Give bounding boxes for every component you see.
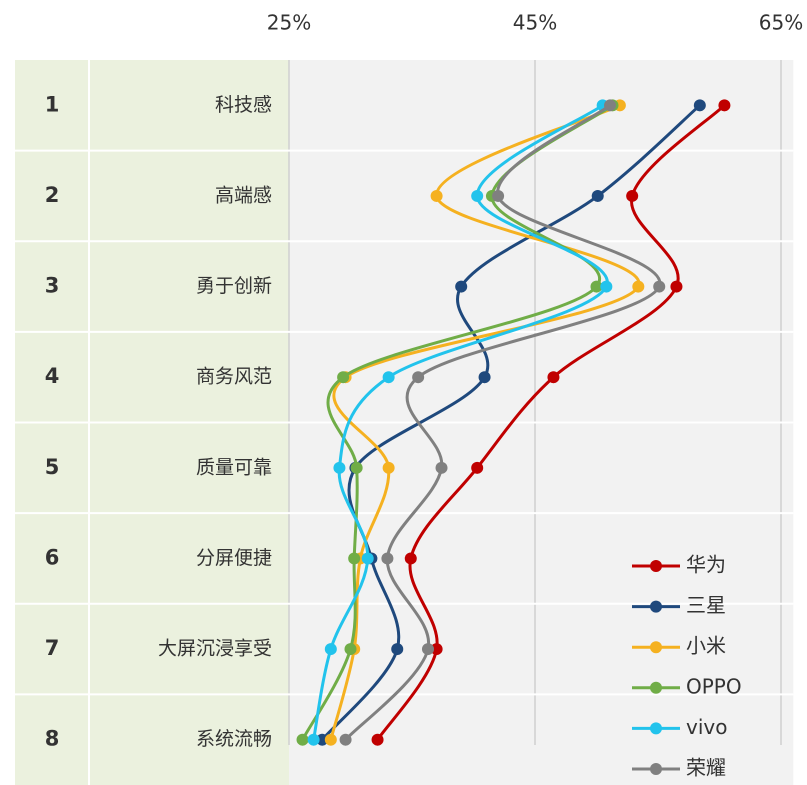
data-point bbox=[348, 552, 361, 565]
legend-marker bbox=[650, 681, 662, 694]
legend-label: OPPO bbox=[686, 674, 742, 698]
data-point bbox=[626, 189, 639, 202]
data-point bbox=[344, 643, 357, 656]
data-point bbox=[382, 371, 395, 384]
category-label: 系统流畅 bbox=[196, 728, 272, 750]
data-point bbox=[430, 643, 443, 656]
data-point bbox=[600, 280, 613, 293]
data-point bbox=[404, 552, 417, 565]
data-point bbox=[339, 733, 352, 746]
data-point bbox=[371, 733, 384, 746]
data-point bbox=[471, 461, 484, 474]
legend-label: 三星 bbox=[686, 593, 726, 617]
data-point bbox=[361, 552, 374, 565]
legend-marker bbox=[650, 600, 662, 613]
rank: 2 bbox=[45, 183, 60, 207]
legend-label: 小米 bbox=[686, 634, 726, 658]
rank: 6 bbox=[45, 545, 60, 569]
rank: 8 bbox=[45, 727, 60, 751]
data-point bbox=[324, 643, 337, 656]
data-point bbox=[382, 461, 395, 474]
category-label: 高端感 bbox=[215, 184, 272, 206]
data-point bbox=[421, 643, 434, 656]
data-point bbox=[478, 371, 491, 384]
legend-label: 荣耀 bbox=[686, 756, 726, 780]
data-point bbox=[412, 371, 425, 384]
legend-label: vivo bbox=[686, 715, 727, 739]
data-point bbox=[455, 280, 468, 293]
data-point bbox=[333, 461, 346, 474]
data-point bbox=[391, 643, 404, 656]
rank: 1 bbox=[45, 92, 60, 116]
rank: 7 bbox=[45, 636, 60, 660]
x-tick-label: 45% bbox=[513, 11, 557, 35]
data-point bbox=[604, 99, 617, 112]
data-point bbox=[316, 733, 329, 746]
data-point bbox=[693, 99, 706, 112]
data-point bbox=[296, 733, 309, 746]
data-point bbox=[492, 189, 505, 202]
data-point bbox=[435, 461, 448, 474]
data-point bbox=[653, 280, 666, 293]
legend-marker bbox=[650, 641, 662, 654]
data-point bbox=[350, 461, 363, 474]
legend-label: 华为 bbox=[686, 553, 726, 577]
rank: 5 bbox=[45, 455, 60, 479]
x-tick-label: 25% bbox=[267, 11, 311, 35]
rank: 3 bbox=[45, 274, 60, 298]
series-line bbox=[376, 104, 726, 741]
data-point bbox=[430, 189, 443, 202]
category-label: 大屏沉浸享受 bbox=[158, 638, 272, 660]
series-line bbox=[321, 104, 701, 741]
data-point bbox=[307, 733, 320, 746]
category-label: 质量可靠 bbox=[196, 456, 272, 478]
data-point bbox=[324, 733, 337, 746]
data-point bbox=[381, 552, 394, 565]
x-tick-label: 65% bbox=[759, 11, 803, 35]
legend-marker bbox=[650, 763, 662, 775]
data-point bbox=[718, 99, 731, 112]
data-point bbox=[670, 280, 683, 293]
data-point bbox=[547, 371, 560, 384]
data-point bbox=[471, 189, 484, 202]
category-label: 勇于创新 bbox=[196, 275, 272, 297]
legend-marker bbox=[650, 722, 662, 735]
data-point bbox=[632, 280, 645, 293]
data-point bbox=[590, 280, 603, 293]
category-label: 分屏便捷 bbox=[196, 547, 272, 569]
data-point bbox=[337, 371, 350, 384]
legend-marker bbox=[650, 560, 662, 572]
category-label: 商务风范 bbox=[196, 366, 272, 388]
data-point bbox=[591, 189, 604, 202]
category-label: 科技感 bbox=[215, 94, 272, 116]
rank: 4 bbox=[45, 364, 60, 388]
